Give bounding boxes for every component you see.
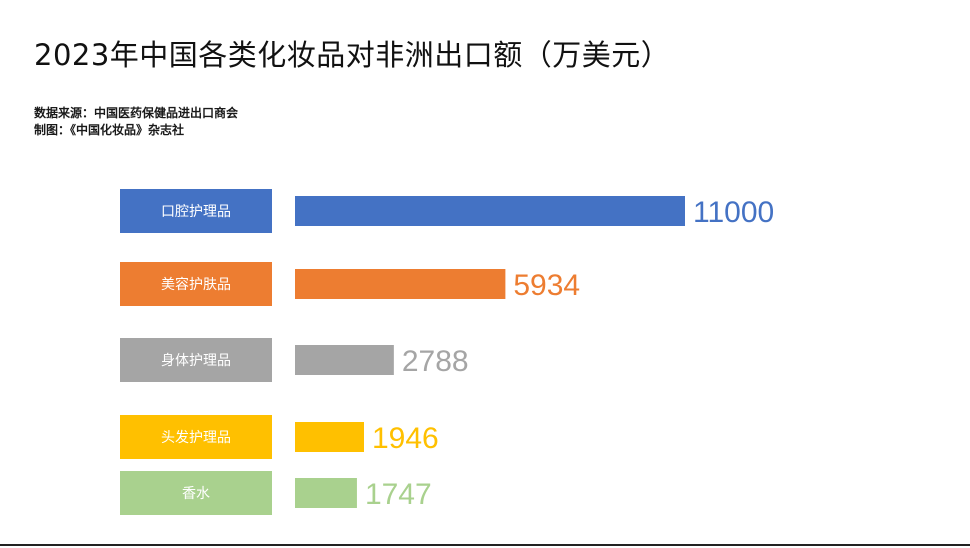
category-2-label-box [120, 262, 272, 306]
category-1-label: 口腔护理品 [161, 204, 231, 220]
category-4-label: 头发护理品 [161, 430, 231, 446]
category-5-value-label: 1747 [365, 478, 432, 511]
category-3-label: 身体护理品 [161, 353, 231, 369]
chart-title: 2023年中国各类化妆品对非洲出口额（万美元） [34, 38, 671, 72]
bottom-divider [0, 544, 970, 546]
category-4-label-box [120, 415, 272, 459]
category-2-label: 美容护肤品 [161, 276, 231, 293]
category-5-label-box [120, 471, 272, 515]
category-3-bar [295, 345, 394, 375]
category-5-label: 香水 [182, 486, 210, 502]
category-4-value-label: 1946 [372, 422, 439, 455]
category-1-label-box [120, 189, 272, 233]
category-1-value-label: 11000 [693, 196, 774, 229]
category-1-bar [295, 196, 685, 226]
category-2-value-label: 5934 [513, 269, 580, 302]
category-4-bar [295, 422, 364, 452]
data-source-note: 数据来源：中国医药保健品进出口商会 [34, 106, 239, 120]
category-5-bar [295, 478, 357, 508]
category-2-bar [295, 269, 506, 299]
chart-credit-note: 制图：《中国化妆品》杂志社 [34, 123, 185, 137]
category-3-label-box [120, 338, 272, 382]
category-3-value-label: 2788 [402, 345, 469, 378]
